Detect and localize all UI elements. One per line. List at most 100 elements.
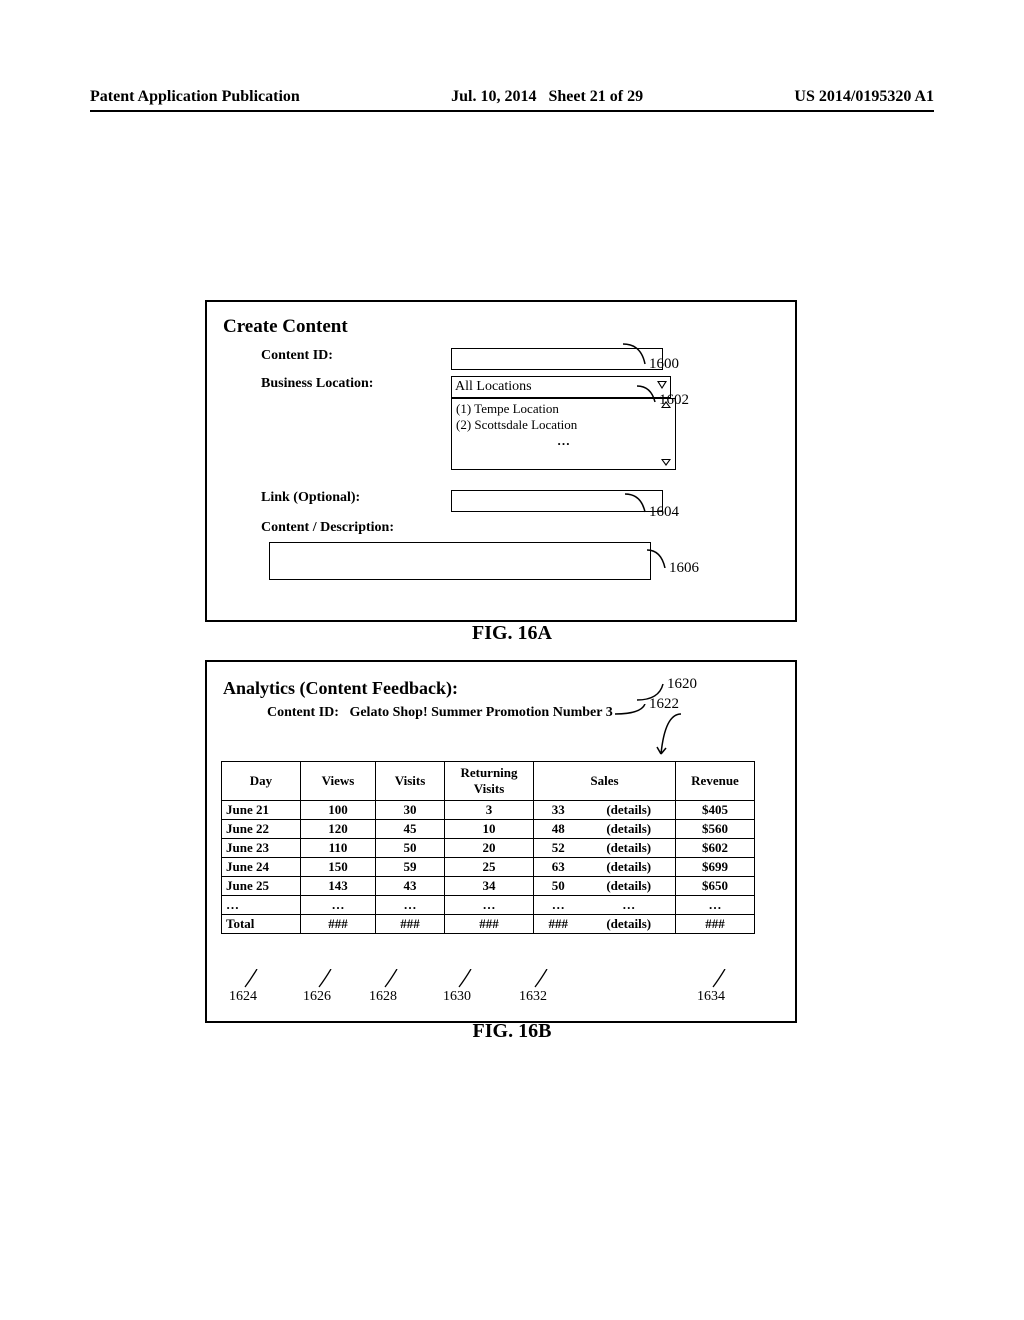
ref-1606-label: 1606: [669, 560, 699, 577]
content-id-label: Content ID:: [221, 348, 451, 364]
cell-revenue: ###: [676, 915, 755, 934]
table-row: June 22120451048(details)$560: [222, 820, 755, 839]
cell-visits: 43: [376, 877, 445, 896]
cell-returning: 25: [445, 858, 534, 877]
cell-details[interactable]: (details): [582, 801, 675, 820]
cell-views: …: [301, 896, 376, 915]
cell-returning: …: [445, 896, 534, 915]
ref-1602-label: 1602: [659, 392, 689, 409]
figure-16a-caption: FIG. 16A: [0, 622, 1024, 645]
cell-visits: 30: [376, 801, 445, 820]
ref-1630: 1630: [443, 989, 471, 1005]
cell-returning: 34: [445, 877, 534, 896]
cell-details[interactable]: (details): [582, 877, 675, 896]
cell-revenue: $650: [676, 877, 755, 896]
cell-views: 120: [301, 820, 376, 839]
cell-details[interactable]: (details): [582, 858, 675, 877]
cell-revenue: $560: [676, 820, 755, 839]
table-row: June 24150592563(details)$699: [222, 858, 755, 877]
content-id-value-b: Gelato Shop! Summer Promotion Number 3: [349, 705, 612, 720]
list-item[interactable]: (2) Scottsdale Location: [456, 417, 671, 433]
cell-returning: 10: [445, 820, 534, 839]
cell-revenue: $405: [676, 801, 755, 820]
figure-16a-panel: Create Content Content ID: Business Loca…: [205, 300, 797, 622]
cell-returning: ###: [445, 915, 534, 934]
cell-sales: 52: [534, 839, 583, 858]
content-id-label-b: Content ID:: [267, 705, 339, 720]
analytics-tbody: June 2110030333(details)$405June 2212045…: [222, 801, 755, 934]
cell-day: …: [222, 896, 301, 915]
table-header-row: Day Views Visits Returning Visits Sales …: [222, 762, 755, 801]
cell-visits: …: [376, 896, 445, 915]
col-returning-visits: Returning Visits: [445, 762, 534, 801]
header-left: Patent Application Publication: [90, 88, 300, 106]
figure-16b-caption: FIG. 16B: [0, 1020, 1024, 1043]
cell-visits: 59: [376, 858, 445, 877]
header-rule: [90, 110, 934, 112]
cell-day: June 24: [222, 858, 301, 877]
table-row: Total############(details)###: [222, 915, 755, 934]
ref-1622-label: 1622: [649, 696, 679, 713]
ref-1624: 1624: [229, 989, 257, 1005]
business-location-listbox[interactable]: (1) Tempe Location (2) Scottsdale Locati…: [451, 398, 676, 470]
figure-16b-panel: Analytics (Content Feedback): Content ID…: [205, 660, 797, 1023]
cell-sales: 33: [534, 801, 583, 820]
col-revenue: Revenue: [676, 762, 755, 801]
analytics-title: Analytics (Content Feedback):: [223, 678, 781, 699]
business-location-label: Business Location:: [221, 376, 451, 392]
link-label: Link (Optional):: [221, 490, 451, 506]
patent-page: Patent Application Publication Jul. 10, …: [0, 0, 1024, 1320]
cell-day: June 21: [222, 801, 301, 820]
cell-sales: …: [534, 896, 583, 915]
cell-sales: 48: [534, 820, 583, 839]
cell-day: June 23: [222, 839, 301, 858]
cell-views: ###: [301, 915, 376, 934]
analytics-table: Day Views Visits Returning Visits Sales …: [221, 761, 755, 934]
col-sales: Sales: [534, 762, 676, 801]
cell-visits: 45: [376, 820, 445, 839]
content-desc-label: Content / Description:: [221, 520, 451, 536]
ref-1626: 1626: [303, 989, 331, 1005]
cell-day: June 22: [222, 820, 301, 839]
table-row: June 23110502052(details)$602: [222, 839, 755, 858]
cell-returning: 20: [445, 839, 534, 858]
create-content-title: Create Content: [223, 316, 781, 338]
cell-revenue: $699: [676, 858, 755, 877]
cell-details[interactable]: (details): [582, 915, 675, 934]
cell-details[interactable]: (details): [582, 820, 675, 839]
list-more: …: [456, 433, 671, 449]
header-sheet: Sheet 21 of 29: [548, 88, 643, 105]
cell-details[interactable]: (details): [582, 839, 675, 858]
scroll-down-icon[interactable]: [661, 459, 673, 467]
page-header: Patent Application Publication Jul. 10, …: [90, 88, 934, 106]
cell-views: 100: [301, 801, 376, 820]
cell-day: Total: [222, 915, 301, 934]
col-day: Day: [222, 762, 301, 801]
cell-visits: 50: [376, 839, 445, 858]
cell-details[interactable]: …: [582, 896, 675, 915]
cell-revenue: …: [676, 896, 755, 915]
cell-views: 143: [301, 877, 376, 896]
header-date: Jul. 10, 2014: [451, 88, 536, 105]
cell-visits: ###: [376, 915, 445, 934]
table-row: June 2110030333(details)$405: [222, 801, 755, 820]
ref-1634: 1634: [697, 989, 725, 1005]
cell-day: June 25: [222, 877, 301, 896]
header-right: US 2014/0195320 A1: [794, 88, 934, 106]
header-center: Jul. 10, 2014 Sheet 21 of 29: [451, 88, 643, 106]
cell-views: 110: [301, 839, 376, 858]
ref-1604-label: 1604: [649, 504, 679, 521]
ref-1628: 1628: [369, 989, 397, 1005]
ref-1632: 1632: [519, 989, 547, 1005]
cell-revenue: $602: [676, 839, 755, 858]
cell-sales: 50: [534, 877, 583, 896]
content-desc-textarea[interactable]: [269, 542, 651, 580]
column-refs: 1624 1626 1628 1630 1632 1634: [221, 969, 755, 1015]
cell-sales: ###: [534, 915, 583, 934]
ref-1600-label: 1600: [649, 356, 679, 373]
cell-returning: 3: [445, 801, 534, 820]
analytics-content-id: Content ID: Gelato Shop! Summer Promotio…: [267, 705, 781, 721]
col-visits: Visits: [376, 762, 445, 801]
cell-views: 150: [301, 858, 376, 877]
table-row: June 25143433450(details)$650: [222, 877, 755, 896]
